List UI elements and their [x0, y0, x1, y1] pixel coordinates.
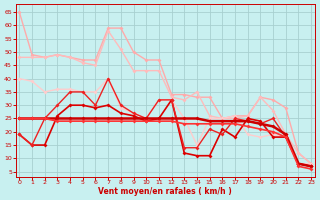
X-axis label: Vent moyen/en rafales ( km/h ): Vent moyen/en rafales ( km/h ) — [98, 187, 232, 196]
